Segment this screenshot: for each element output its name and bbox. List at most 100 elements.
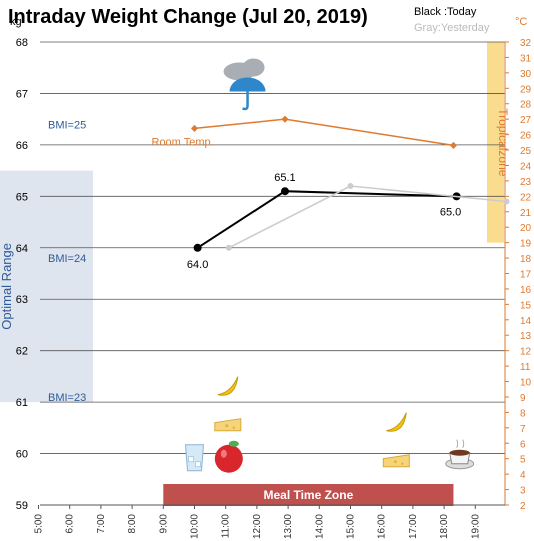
room-temp-point — [281, 115, 289, 123]
x-tick-label: 6:00 — [65, 514, 76, 534]
y-left-tick-label: 64 — [16, 243, 28, 255]
x-tick-label: 14:00 — [314, 514, 325, 539]
today-data-label: 64.0 — [187, 259, 208, 271]
ice-cube — [188, 456, 194, 463]
y-left-tick-label: 65 — [16, 191, 28, 203]
yesterday-point — [347, 183, 354, 190]
y-left-tick-label: 63 — [16, 294, 28, 306]
cake-hole — [401, 462, 404, 465]
y-left-tick-label: 68 — [16, 37, 28, 49]
weather-icon — [223, 58, 266, 111]
y-left-tick-label: 59 — [16, 500, 28, 512]
bmi-label: BMI=25 — [48, 119, 86, 131]
y-left-unit: kg — [10, 16, 22, 28]
y-right-tick-label: 22 — [520, 192, 532, 203]
room-temp-label: Room Temp. — [152, 136, 214, 148]
water-glass-icon — [184, 444, 205, 472]
y-right-tick-label: 32 — [520, 38, 532, 49]
y-right-tick-label: 25 — [520, 146, 532, 157]
y-right-tick-label: 17 — [520, 270, 532, 281]
y-right-tick-label: 6 — [520, 439, 526, 450]
y-right-unit: °C — [515, 16, 527, 28]
tropical-zone-label: Tropicalzone — [496, 108, 510, 177]
y-right-tick-label: 29 — [520, 84, 532, 95]
cloud-shape — [242, 58, 265, 77]
coffee-surface — [449, 449, 470, 456]
yesterday-point — [225, 244, 232, 251]
chart-title: Intraday Weight Change (Jul 20, 2019) — [8, 6, 368, 28]
today-point — [280, 187, 289, 196]
today-data-label: 65.1 — [274, 172, 295, 184]
y-right-tick-label: 5 — [520, 455, 526, 466]
x-tick-label: 16:00 — [377, 514, 388, 539]
y-right-tick-label: 18 — [520, 254, 532, 265]
y-right-tick-label: 8 — [520, 408, 526, 419]
y-right-tick-label: 30 — [520, 69, 532, 80]
x-tick-label: 9:00 — [158, 514, 169, 534]
today-point — [193, 243, 202, 252]
y-right-tick-label: 21 — [520, 208, 532, 219]
cake-hole — [225, 424, 229, 428]
meal-time-zone-label: Meal Time Zone — [263, 488, 353, 502]
room-temp-line — [194, 118, 454, 147]
bmi-label: BMI=24 — [48, 253, 86, 265]
x-tick-label: 11:00 — [221, 514, 232, 539]
y-right-tick-label: 13 — [520, 331, 532, 342]
yesterday-line — [228, 185, 507, 249]
optimal-range-band — [0, 170, 93, 403]
apple-leaf — [228, 440, 239, 447]
banana-icon — [217, 376, 239, 396]
y-right-tick-label: 31 — [520, 53, 532, 64]
cake-hole — [232, 426, 236, 429]
room-temp-point — [190, 124, 199, 132]
umbrella-canopy — [229, 77, 266, 92]
apple-shine — [220, 449, 227, 458]
umbrella-handle — [242, 91, 249, 111]
meal-time-zone-bar — [163, 484, 454, 506]
x-tick-label: 8:00 — [127, 514, 138, 534]
y-right-tick-label: 10 — [520, 378, 532, 389]
axes: 5960616263646566676823456789101112131415… — [16, 37, 532, 539]
today-data-label: 65.0 — [440, 206, 461, 218]
y-left-tick-label: 61 — [16, 397, 28, 409]
optimal-range-label: Optimal Range — [0, 243, 14, 330]
y-right-tick-label: 15 — [520, 300, 532, 311]
x-tick-label: 17:00 — [408, 514, 419, 539]
series — [190, 115, 510, 252]
y-right-tick-label: 14 — [520, 316, 532, 327]
x-tick-label: 12:00 — [252, 514, 263, 539]
y-right-tick-label: 16 — [520, 285, 532, 296]
apple-icon — [214, 440, 243, 473]
bmi-label: BMI=23 — [48, 392, 86, 404]
apple-body — [214, 444, 243, 473]
x-tick-label: 19:00 — [470, 514, 481, 539]
y-right-tick-label: 3 — [520, 486, 526, 497]
grid — [40, 41, 505, 506]
y-right-tick-label: 28 — [520, 100, 532, 111]
y-left-tick-label: 66 — [16, 140, 28, 152]
yesterday-point — [503, 198, 510, 205]
x-tick-label: 18:00 — [439, 514, 450, 539]
y-right-tick-label: 23 — [520, 177, 532, 188]
y-right-tick-label: 20 — [520, 223, 532, 234]
banana-icon — [386, 412, 407, 432]
y-right-tick-label: 24 — [520, 161, 532, 172]
room-temp-point — [449, 141, 457, 149]
icons — [184, 58, 475, 473]
cake-icon — [214, 418, 242, 432]
y-left-tick-label: 62 — [16, 346, 28, 358]
y-right-tick-label: 12 — [520, 347, 532, 358]
y-right-tick-label: 11 — [520, 362, 531, 373]
labels: Intraday Weight Change (Jul 20, 2019) Bla… — [8, 6, 527, 502]
banana-shape — [217, 376, 239, 396]
legend-today: Black :Today — [414, 6, 477, 18]
y-right-tick-label: 7 — [520, 424, 526, 435]
y-right-tick-label: 2 — [520, 501, 526, 512]
y-left-tick-label: 67 — [16, 88, 28, 100]
cake-hole — [393, 460, 397, 464]
banana-shape — [386, 412, 407, 432]
bands: Optimal Range Tropicalzone — [0, 42, 510, 506]
x-tick-label: 13:00 — [283, 514, 294, 539]
y-right-tick-label: 9 — [520, 393, 526, 404]
